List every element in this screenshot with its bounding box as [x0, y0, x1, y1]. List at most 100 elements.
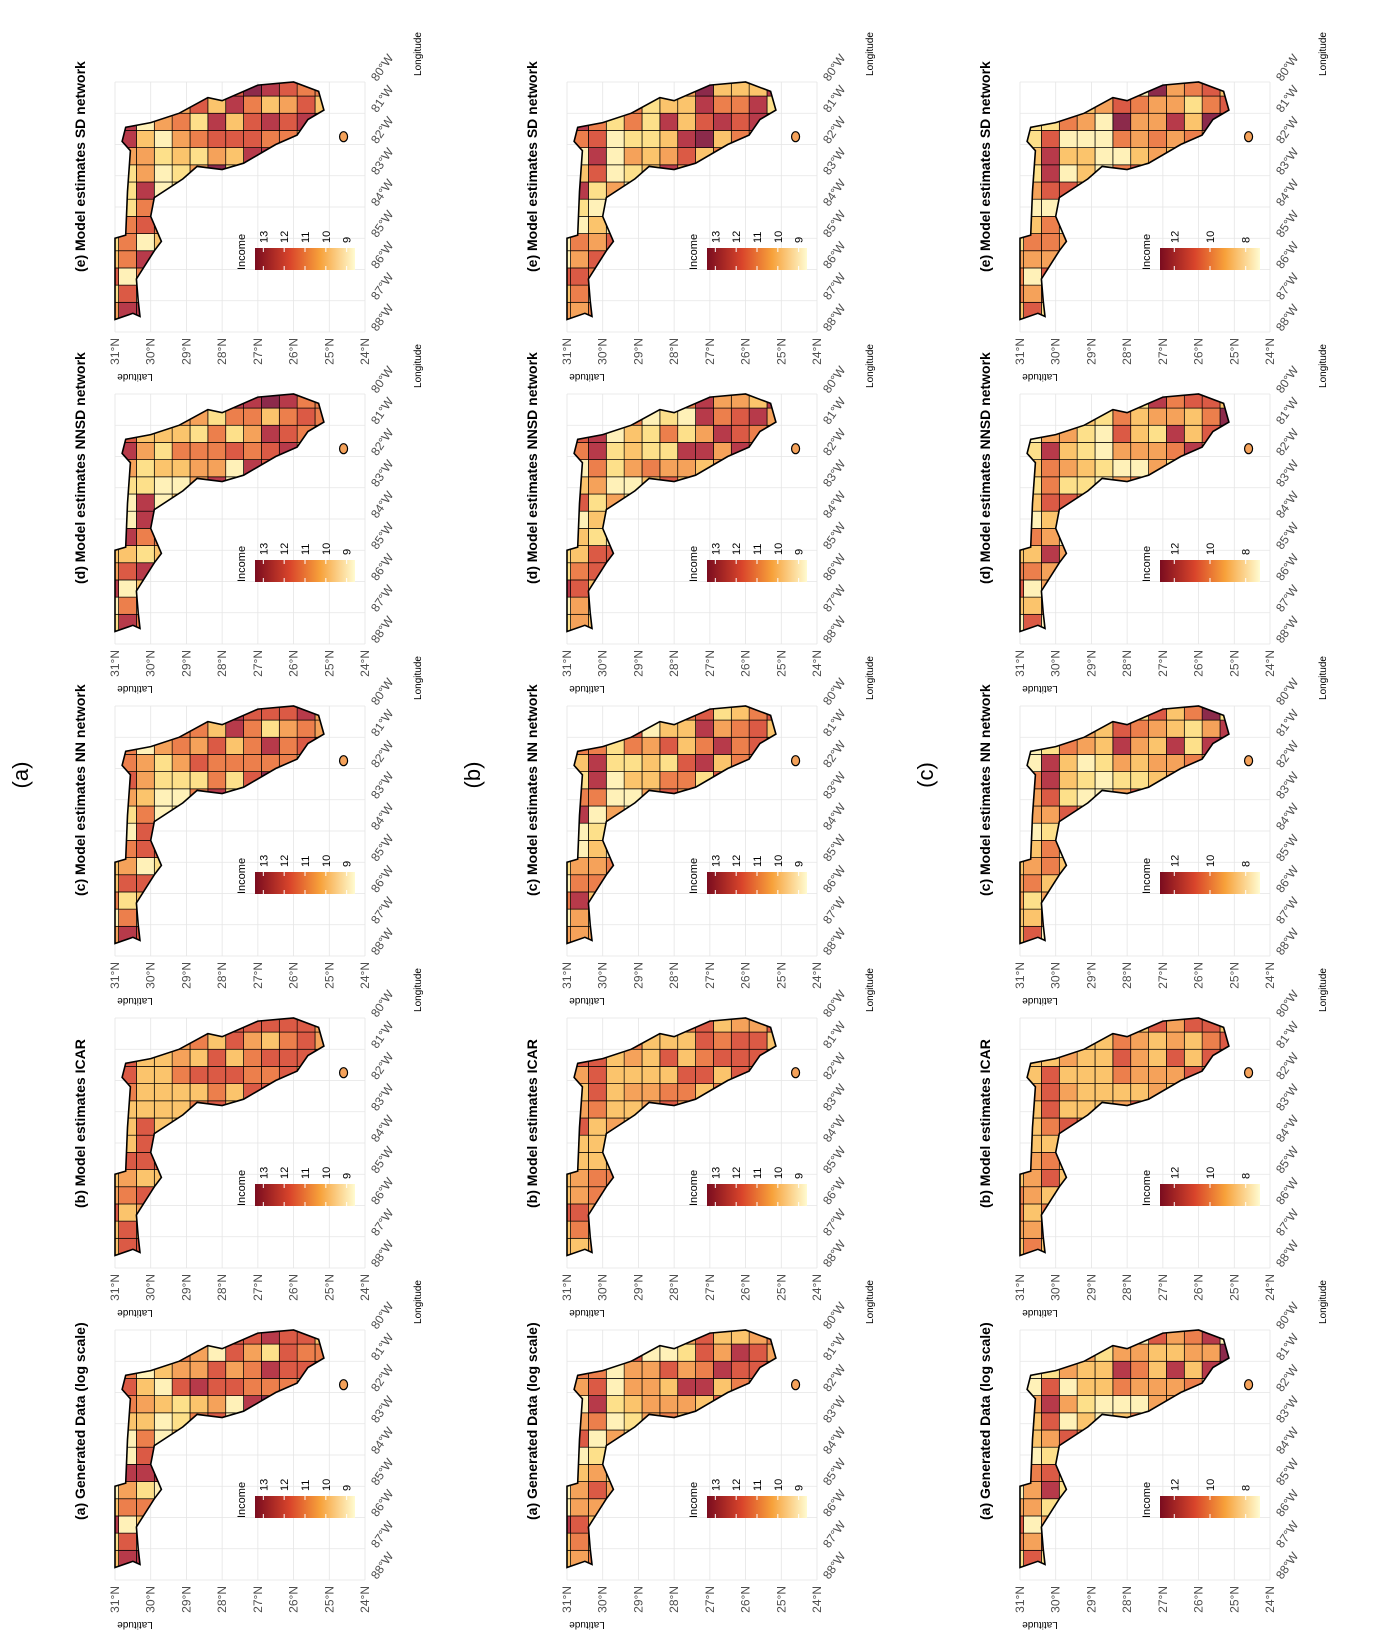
legend-tick-label: 12 [1169, 543, 1181, 555]
group-label: (b) [460, 762, 485, 789]
legend-tick-label: 13 [258, 543, 270, 555]
region [1006, 1118, 1024, 1135]
region [119, 1464, 137, 1481]
region [1024, 720, 1042, 737]
region [261, 268, 279, 285]
legend-tick-label: 12 [279, 1479, 291, 1491]
region [1006, 268, 1024, 285]
region [1006, 1084, 1024, 1101]
lon-tick-label: 83°W [820, 769, 849, 802]
region [154, 391, 172, 408]
legend-tick-label: 12 [731, 855, 743, 867]
region [588, 234, 606, 251]
region [1041, 858, 1059, 875]
region [1131, 1361, 1149, 1378]
region [1113, 754, 1131, 771]
region [749, 528, 767, 545]
region [1059, 268, 1077, 285]
lat-tick-label: 29°N [179, 1586, 193, 1613]
region [767, 113, 785, 130]
region [571, 1187, 589, 1204]
region [1113, 1152, 1131, 1169]
region [713, 1066, 731, 1083]
region [208, 772, 226, 789]
region [660, 268, 678, 285]
region [588, 1396, 606, 1413]
panel-title: (d) Model estimates NNSD network [72, 352, 88, 584]
region [1113, 840, 1131, 857]
region [244, 1430, 262, 1447]
region [1113, 737, 1131, 754]
region [226, 754, 244, 771]
region [119, 737, 137, 754]
region [731, 614, 749, 631]
region [1095, 1204, 1113, 1221]
region [713, 1533, 731, 1550]
region [553, 199, 571, 216]
region [624, 737, 642, 754]
region [1077, 597, 1095, 614]
region [1077, 1187, 1095, 1204]
region [136, 408, 154, 425]
y-axis-title: Latitude [1022, 371, 1058, 382]
region [642, 892, 660, 909]
region [297, 285, 315, 302]
region [136, 703, 154, 720]
region [678, 703, 696, 720]
region [1006, 165, 1024, 182]
region [1024, 1101, 1042, 1118]
lat-tick-label: 30°N [1049, 650, 1063, 677]
region [660, 892, 678, 909]
region [696, 1447, 714, 1464]
region [731, 1447, 749, 1464]
region [226, 199, 244, 216]
region [731, 720, 749, 737]
region [1149, 113, 1167, 130]
region [588, 858, 606, 875]
region [1166, 1049, 1184, 1066]
region [713, 614, 731, 631]
legend-tick-label: 9 [342, 549, 354, 555]
region [1220, 1430, 1238, 1447]
region [154, 408, 172, 425]
region [279, 165, 297, 182]
region [1202, 614, 1220, 631]
region [713, 494, 731, 511]
region [136, 1413, 154, 1430]
region [101, 1499, 119, 1516]
region [1113, 772, 1131, 789]
region [660, 1238, 678, 1255]
region [279, 79, 297, 96]
region [731, 772, 749, 789]
region [678, 148, 696, 165]
region [261, 113, 279, 130]
lon-tick-label: 86°W [1273, 550, 1302, 583]
region [101, 1464, 119, 1481]
region [1006, 130, 1024, 147]
region [136, 1533, 154, 1550]
region [1149, 1049, 1167, 1066]
region [606, 1533, 624, 1550]
region [696, 285, 714, 302]
region [297, 1152, 315, 1169]
region [1149, 720, 1167, 737]
region [101, 408, 119, 425]
region [553, 494, 571, 511]
region [1006, 1204, 1024, 1221]
region [624, 391, 642, 408]
region [279, 494, 297, 511]
region [588, 1516, 606, 1533]
region [731, 1327, 749, 1344]
region [588, 703, 606, 720]
region [660, 1482, 678, 1499]
region [1059, 1187, 1077, 1204]
region [208, 1049, 226, 1066]
region [696, 1101, 714, 1118]
region [553, 216, 571, 233]
region [101, 234, 119, 251]
lon-tick-label: 87°W [1273, 582, 1302, 615]
region [1077, 926, 1095, 943]
region [1131, 823, 1149, 840]
region [101, 1066, 119, 1083]
region [571, 772, 589, 789]
